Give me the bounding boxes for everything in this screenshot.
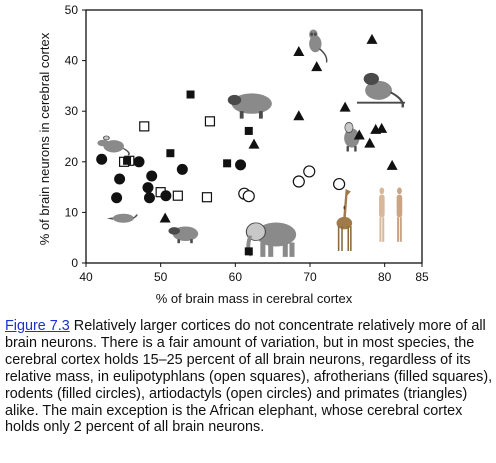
filled-circle-point: [111, 192, 123, 204]
filled-circle-point: [114, 173, 126, 185]
axes: 40 50 60 70 80 85 0 10 20 30 40 50: [65, 3, 429, 284]
open-square-point: [139, 121, 150, 132]
filled-circle-point: [146, 170, 158, 182]
caption-text: Relatively larger cortices do not concen…: [5, 318, 493, 436]
scatter-chart: 40 50 60 70 80 85 0 10 20 30 40 50 % of brain mass …: [37, 3, 429, 306]
y-axis-label: % of brain neurons in cerebral cortex: [37, 32, 52, 245]
triangle-point: [311, 61, 323, 72]
filled-square-point: [244, 126, 253, 135]
open-square-point: [204, 116, 216, 127]
open-square-point: [201, 192, 213, 203]
macaque-icon: [344, 121, 360, 152]
x-tick-label: 60: [229, 270, 243, 284]
plot-frame: [85, 9, 423, 264]
figure-caption: Figure 7.3 Relatively larger cortices do…: [5, 318, 493, 436]
filled-circle-point: [235, 159, 247, 171]
triangle-point: [386, 159, 398, 170]
filled-circle-point: [143, 192, 155, 204]
triangle-point: [159, 212, 171, 223]
tarsier-icon: [309, 29, 328, 63]
open-circle-point: [333, 177, 346, 191]
open-circle-point: [242, 190, 255, 203]
filled-circle-point: [160, 190, 172, 202]
giraffe-icon: [336, 188, 353, 251]
x-tick-label: 85: [415, 270, 429, 284]
filled-square-point: [186, 90, 195, 99]
y-tick-label: 0: [71, 256, 78, 270]
x-tick-label: 70: [303, 270, 317, 284]
triangle-point: [364, 137, 376, 148]
open-circle-point: [303, 165, 316, 178]
filled-circle-point: [133, 156, 145, 168]
triangle-point: [353, 129, 365, 140]
humans-icon: [379, 187, 403, 242]
filled-circle-point: [176, 163, 188, 175]
monkey-icon: [356, 72, 405, 108]
triangle-point: [248, 138, 260, 149]
capybara-icon: [227, 93, 272, 119]
y-tick-label: 50: [65, 3, 79, 17]
filled-circle-point: [96, 153, 108, 165]
hyrax-icon: [168, 226, 199, 244]
rat-icon: [97, 135, 130, 156]
triangle-point: [366, 33, 378, 44]
figure-link[interactable]: Figure 7.3: [5, 318, 70, 334]
elephant-icon: [245, 222, 297, 257]
x-tick-label: 80: [378, 270, 392, 284]
data-points: [96, 33, 398, 256]
shrew-icon: [106, 213, 138, 223]
filled-circle-point: [142, 182, 154, 194]
filled-square-point: [223, 159, 232, 168]
triangle-point: [293, 45, 305, 56]
y-tick-label: 10: [65, 205, 79, 219]
animal-illustrations: [97, 29, 405, 257]
y-tick-label: 20: [65, 155, 79, 169]
open-circle-point: [292, 175, 305, 188]
filled-square-point: [166, 149, 175, 158]
filled-square-point: [123, 156, 132, 165]
triangle-point: [376, 122, 388, 133]
x-tick-label: 50: [154, 270, 168, 284]
triangle-point: [339, 101, 351, 112]
triangle-point: [293, 110, 305, 121]
x-tick-label: 40: [79, 270, 93, 284]
y-tick-label: 30: [65, 104, 79, 118]
x-axis-label: % of brain mass in cerebral cortex: [156, 291, 353, 306]
y-tick-label: 40: [65, 54, 79, 68]
open-square-point: [172, 190, 183, 201]
filled-square-point: [244, 247, 253, 256]
